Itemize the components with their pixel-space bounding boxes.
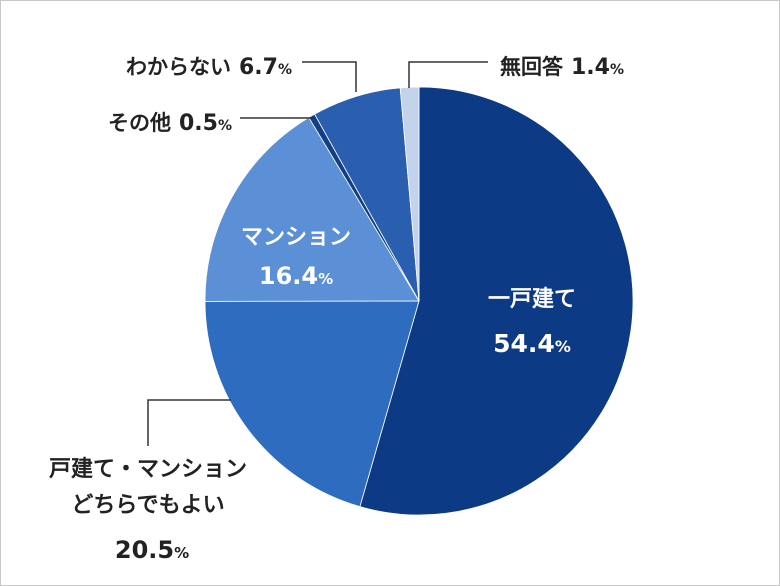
- label-mukaito: 無回答 1.4%: [500, 55, 624, 80]
- label-wakaranai: わからない 6.7%: [126, 55, 292, 80]
- leader-mukaito: [408, 61, 488, 88]
- leader-either: [147, 399, 231, 446]
- label-sonota: その他 0.5%: [108, 111, 232, 136]
- label-mansion: マンション: [241, 225, 351, 250]
- label-either-line2: どちらでもよい: [71, 493, 224, 518]
- label-ikkodate: 一戸建て: [488, 287, 576, 312]
- pie-slice-1: [204, 300, 420, 508]
- leader-wakaranai: [302, 61, 357, 92]
- value-mansion: 16.4%: [259, 262, 333, 290]
- value-either: 20.5%: [115, 536, 189, 564]
- label-either-line1: 戸建て・マンション: [49, 457, 247, 482]
- pie-slice-2: [204, 117, 420, 302]
- leader-lines: [147, 61, 488, 446]
- pie-slices: [204, 86, 634, 516]
- pie-slice-0: [359, 86, 634, 516]
- value-ikkodate: 54.4%: [493, 329, 571, 358]
